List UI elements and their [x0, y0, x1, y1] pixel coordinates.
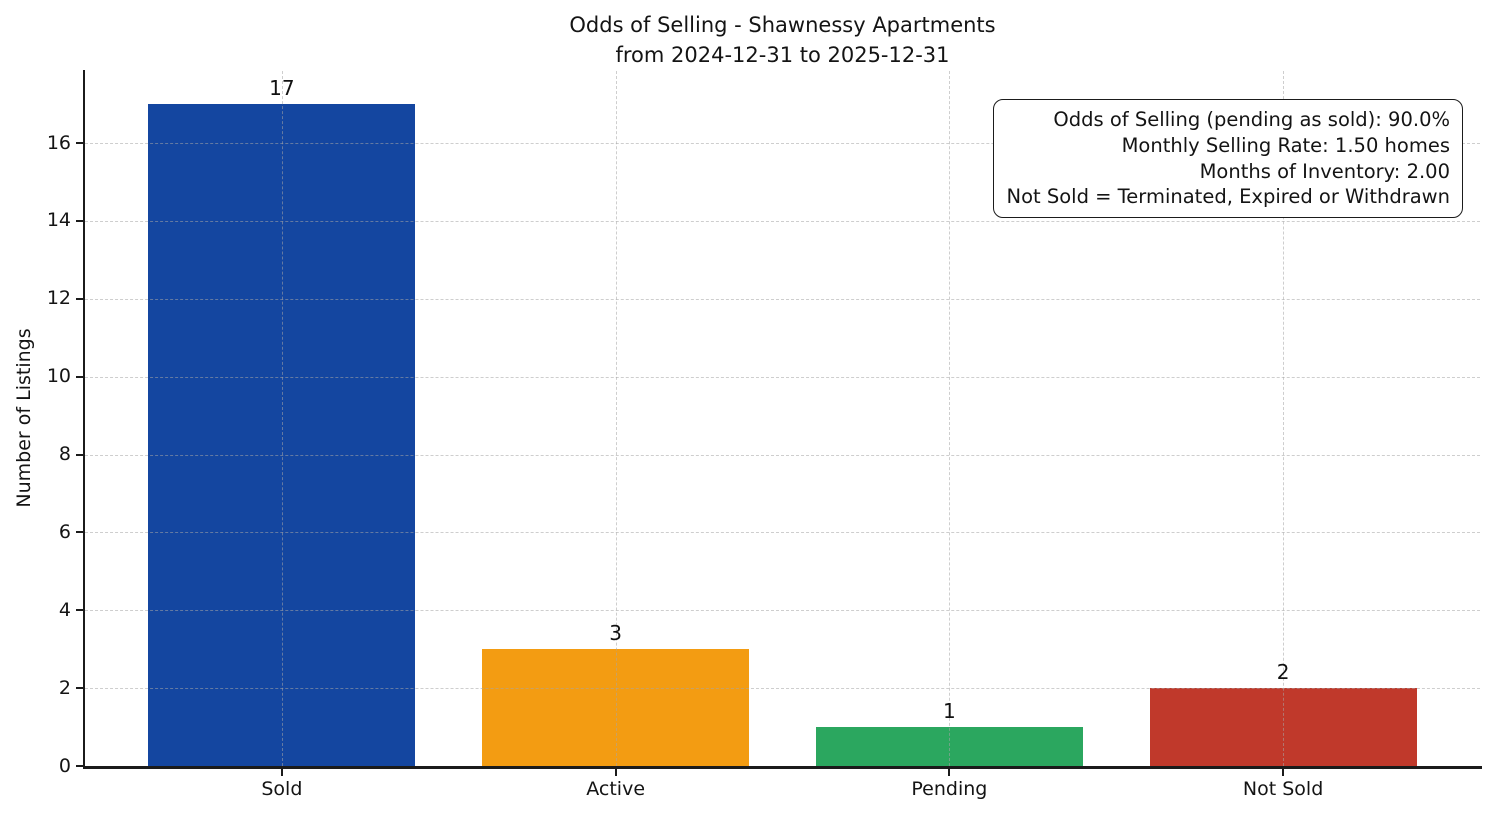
- y-axis-spine: [82, 70, 85, 768]
- y-tick-mark: [75, 453, 83, 456]
- x-tick-label: Not Sold: [1242, 778, 1324, 800]
- x-tick-mark: [948, 768, 951, 776]
- y-tick-label: 16: [46, 131, 71, 154]
- gridline-horizontal: [85, 143, 1480, 145]
- gridline-horizontal: [85, 688, 1480, 690]
- y-tick-mark: [75, 297, 83, 300]
- gridline-horizontal: [85, 376, 1480, 378]
- bar-value-label: 3: [609, 621, 622, 646]
- chart-title: Odds of Selling - Shawnessy Apartments f…: [85, 10, 1480, 70]
- y-tick-mark: [75, 609, 83, 612]
- annotation-line: Odds of Selling (pending as sold): 90.0%: [1053, 108, 1450, 131]
- annotation-line: Not Sold = Terminated, Expired or Withdr…: [1006, 185, 1450, 209]
- gridline-vertical: [615, 71, 617, 766]
- x-tick-label: Sold: [261, 778, 303, 800]
- bar-value-label: 17: [269, 76, 295, 101]
- gridline-horizontal: [85, 532, 1480, 534]
- y-tick-label: 4: [58, 598, 71, 621]
- bar-value-label: 2: [1276, 660, 1290, 685]
- gridline-horizontal: [85, 298, 1480, 300]
- bar-not-sold: [1149, 688, 1417, 766]
- gridline-horizontal: [85, 220, 1480, 222]
- y-tick-mark: [75, 687, 83, 690]
- x-tick-mark: [614, 768, 617, 776]
- y-tick-mark: [75, 765, 83, 767]
- bar-pending: [815, 727, 1083, 766]
- annotation-line: Monthly Selling Rate: 1.50 homes: [1121, 133, 1450, 157]
- gridline-vertical: [281, 71, 283, 766]
- y-tick-mark: [75, 375, 83, 378]
- y-tick-mark: [75, 142, 83, 145]
- y-tick-label: 8: [58, 443, 71, 465]
- y-tick-label: 0: [58, 754, 71, 777]
- gridline-vertical: [949, 71, 951, 766]
- gridline-vertical: [1283, 71, 1285, 766]
- gridline-horizontal: [85, 454, 1480, 456]
- chart-title-line2: from 2024-12-31 to 2025-12-31: [615, 43, 950, 67]
- y-tick-label: 12: [46, 287, 71, 310]
- annotation-box: Odds of Selling (pending as sold): 90.0%…: [993, 99, 1463, 219]
- y-tick-label: 14: [46, 209, 71, 232]
- x-tick-mark: [1282, 768, 1285, 776]
- chart-title-line1: Odds of Selling - Shawnessy Apartments: [569, 13, 996, 37]
- x-tick-label: Pending: [911, 778, 988, 800]
- y-tick-label: 6: [58, 520, 71, 543]
- y-tick-label: 10: [46, 365, 71, 388]
- bar-value-label: 1: [942, 699, 956, 724]
- gridline-horizontal: [85, 610, 1480, 612]
- x-tick-label: Active: [586, 778, 646, 800]
- y-tick-mark: [75, 531, 83, 534]
- y-tick-mark: [75, 219, 83, 222]
- x-tick-mark: [280, 768, 283, 776]
- y-tick-label: 2: [58, 676, 71, 699]
- x-axis-spine: [82, 765, 1482, 769]
- annotation-line: Months of Inventory: 2.00: [1199, 159, 1450, 183]
